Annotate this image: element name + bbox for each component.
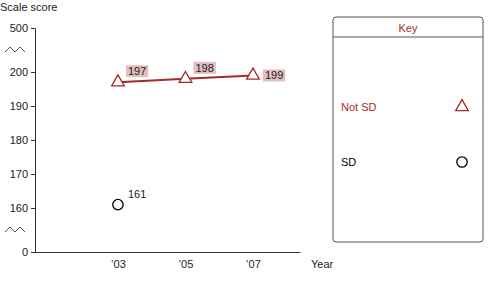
y-tick-mark: [31, 208, 35, 209]
y-tick-label: 500: [10, 22, 28, 34]
data-label: 198: [195, 62, 213, 74]
y-tick-mark: [31, 28, 35, 29]
y-tick-mark: [31, 72, 35, 73]
y-tick-label: 160: [10, 202, 28, 214]
data-label: 199: [265, 69, 283, 81]
data-labels: 197 198 199 161: [126, 62, 285, 200]
x-tick-label: ’03: [111, 258, 126, 270]
y-axis: 0 160 170 180 190 200 500: [10, 22, 36, 258]
x-axis: ’03 ’05 ’07: [36, 252, 301, 270]
y-tick: 190: [10, 100, 35, 112]
y-tick-label: 190: [10, 100, 28, 112]
y-tick-label: 170: [10, 168, 28, 180]
plot-area: [112, 68, 260, 210]
y-tick-label: 200: [10, 66, 28, 78]
axis-break: [5, 227, 25, 232]
y-tick: 170: [10, 168, 35, 180]
marker: [113, 199, 123, 209]
y-tick: 500: [10, 22, 35, 34]
data-label-bg: [126, 65, 148, 77]
x-axis-line: [36, 252, 301, 253]
marker: [247, 68, 260, 79]
y-tick: 200: [10, 66, 35, 78]
x-axis-title: Year: [311, 258, 334, 270]
legend-box: [333, 17, 483, 242]
marker: [179, 71, 192, 82]
marker: [112, 75, 125, 86]
legend-label: Not SD: [341, 101, 377, 113]
y-tick: 180: [10, 134, 35, 146]
chart: 0 160 170 180 190 200 500 ’03 ’05 ’07 Scale score Y…: [0, 0, 504, 292]
y-tick-label: 180: [10, 134, 28, 146]
x-tick-label: ’05: [179, 258, 194, 270]
y-tick-mark: [31, 140, 35, 141]
axis-break: [5, 47, 25, 52]
data-label: 161: [128, 188, 146, 200]
x-tick: ’07: [246, 252, 261, 270]
legend-title: Key: [399, 22, 418, 34]
legend-divider: [333, 37, 483, 38]
data-label-bg: [263, 69, 285, 81]
y-tick-mark: [31, 174, 35, 175]
y-tick: 160: [10, 202, 35, 214]
data-label-bg: [193, 62, 215, 74]
y-tick-mark: [31, 252, 35, 253]
data-label: 197: [128, 65, 146, 77]
legend-label: SD: [341, 156, 356, 168]
x-tick-label: ’07: [246, 258, 261, 270]
y-tick-label: 0: [22, 246, 28, 258]
x-tick: ’03: [111, 252, 126, 270]
y-axis-line: [31, 29, 36, 253]
y-tick: 0: [22, 246, 35, 258]
x-tick: ’05: [179, 252, 194, 270]
legend: Key Not SD SD: [333, 17, 483, 242]
y-tick-mark: [31, 106, 35, 107]
y-axis-title: Scale score: [0, 1, 57, 13]
legend-marker: [456, 100, 469, 111]
legend-marker: [457, 157, 467, 167]
